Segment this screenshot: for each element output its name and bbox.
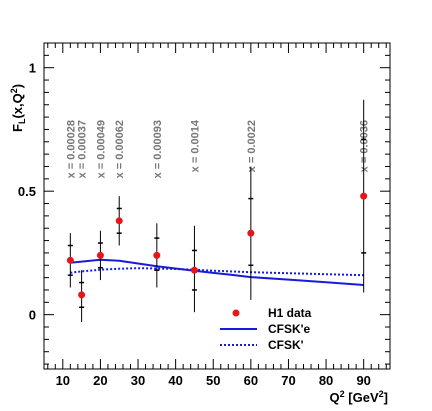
data-point (78, 291, 86, 299)
legend-label-h1-data: H1 data (268, 306, 312, 320)
x-axis-title-unit-close: ] (384, 390, 388, 405)
x-axis-title: Q2 [GeV2] (330, 389, 388, 405)
data-point (96, 251, 104, 259)
axis-ticks (44, 43, 390, 369)
y-axis-title-sup: 2 (9, 88, 19, 93)
x-annotation-label: x = 0.00037 (77, 120, 89, 178)
legend-label-cfske: CFSK'e (268, 322, 311, 336)
data-point (360, 192, 368, 200)
y-axis-title-sub: L (17, 118, 27, 124)
x-annotation-label: x = 0.00062 (114, 120, 126, 178)
x-tick-label-30: 30 (131, 373, 145, 388)
data-point (190, 266, 198, 274)
error-bars (67, 99, 367, 323)
x-annotation-label: x = 0.00093 (152, 120, 164, 178)
data-point (66, 256, 74, 264)
model-curves (70, 258, 364, 286)
x-axis-title-main: Q (330, 390, 340, 405)
data-point (115, 217, 123, 225)
y-axis-title: FL(x,Q2) (9, 84, 27, 132)
x-tick-label-10: 10 (56, 373, 70, 388)
x-tick-label-80: 80 (319, 373, 333, 388)
y-axis-title-close: ) (10, 84, 25, 88)
x-annotations: x = 0.00028 x = 0.00037 x = 0.00049 x = 0.0… (65, 119, 370, 178)
curve-cfske (70, 258, 364, 286)
curve-cfsk (70, 267, 364, 277)
x-tick-label-70: 70 (281, 373, 295, 388)
x-axis-title-sup: 2 (340, 389, 345, 399)
x-annotation-label: x = 0.0022 (246, 120, 258, 172)
y-tick-label: 1 (29, 61, 36, 76)
x-axis-title-unit-sup: 2 (379, 389, 384, 399)
x-tick-label-50: 50 (206, 373, 220, 388)
x-tick-label-90: 90 (356, 373, 370, 388)
y-tick-label: 0.5 (18, 184, 36, 199)
x-annotation-label: x = 0.00049 (95, 120, 107, 178)
x-tick-label-40: 40 (168, 373, 182, 388)
data-point (153, 251, 161, 259)
x-annotation-label: x = 0.00028 (65, 120, 77, 178)
x-tick-label-60: 60 (244, 373, 258, 388)
y-axis-title-args: (x,Q (10, 93, 25, 118)
legend-marker-h1-data (232, 309, 240, 317)
legend: H1 data CFSK'e CFSK' (220, 306, 312, 352)
x-tick-label-20: 20 (93, 373, 107, 388)
data-points (66, 192, 368, 299)
plot-frame (43, 42, 391, 370)
x-annotation-label: x = 0.0036 (359, 120, 371, 172)
x-annotation-label: x = 0.0014 (189, 119, 201, 172)
y-axis-title-main: F (10, 124, 25, 132)
legend-label-cfsk: CFSK' (268, 338, 304, 352)
data-point (247, 229, 255, 237)
x-axis-title-unit: [GeV (345, 390, 379, 405)
tick-labels: 10 20 30 40 50 60 70 80 90 0 0.5 1 (18, 61, 371, 388)
y-tick-label: 0 (29, 308, 36, 323)
